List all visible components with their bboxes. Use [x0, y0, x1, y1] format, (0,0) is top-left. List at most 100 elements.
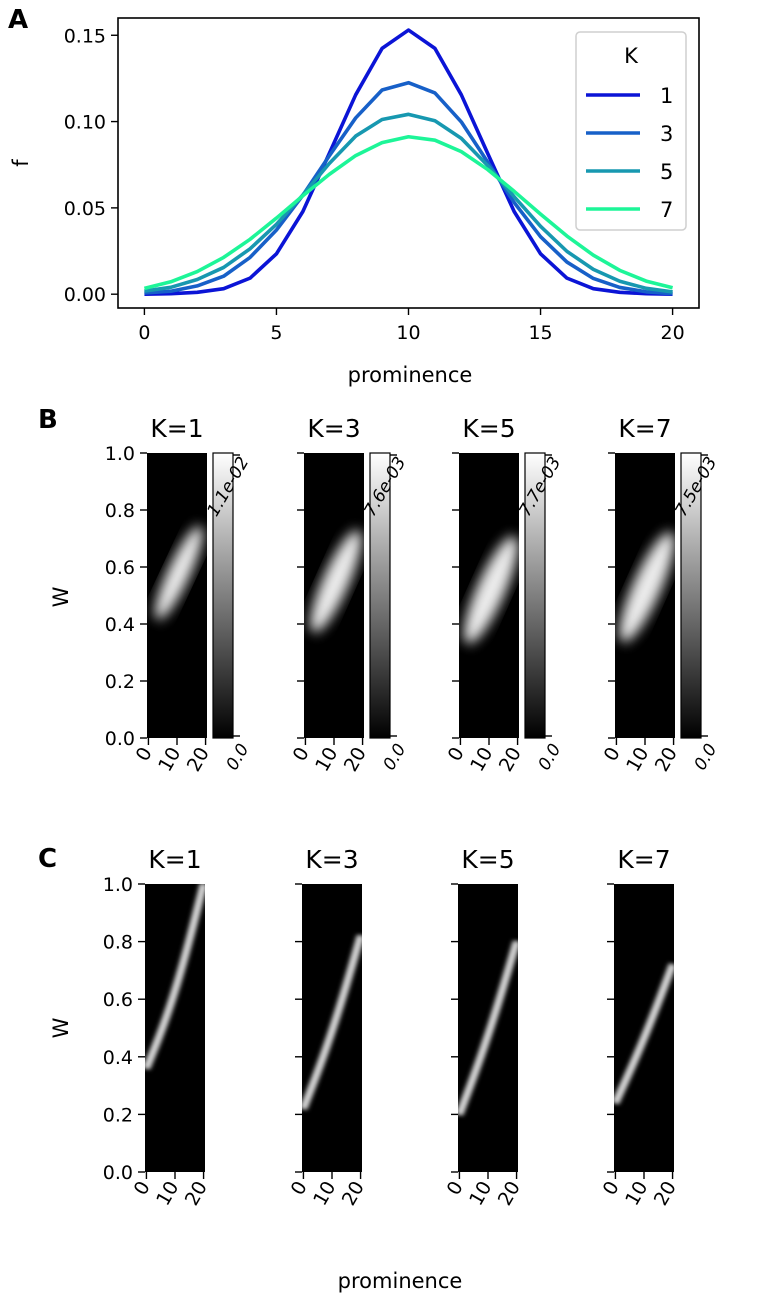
- legend-label-k3: 3: [660, 122, 673, 146]
- panel-b-ylabel: W: [49, 586, 73, 607]
- c-title-k1: K=1: [148, 845, 201, 874]
- legend-label-k7: 7: [660, 198, 673, 222]
- b-x-tick-label-0-20: 20: [183, 744, 214, 776]
- b-x-tick-label-1-0: 0: [289, 744, 314, 765]
- c-x-tick-label-0-0: 0: [130, 1178, 155, 1199]
- c-y-tick-label-2: 0.4: [103, 1047, 133, 1069]
- b-title-k3: K=3: [307, 414, 360, 443]
- y-tick-label-0: 0.00: [64, 284, 106, 306]
- b-x-tick-label-1-20: 20: [340, 744, 371, 776]
- c-heatmap-ridge-k3: [302, 934, 362, 1111]
- panel-a-line-chart: 0 5 10 15 200.000.050.100.15 prominence f K …: [9, 17, 700, 387]
- b-colorbar-k5: [524, 452, 546, 739]
- b-y-tick-label-3: 0.6: [105, 557, 135, 579]
- b-y-tick-label-2: 0.4: [105, 614, 135, 636]
- c-x-tick-label-1-0: 0: [287, 1178, 312, 1199]
- c-x-tick-label-2-0: 0: [443, 1178, 468, 1199]
- b-y-tick-label-1: 0.2: [105, 671, 135, 693]
- c-x-tick-label-2-10: 10: [465, 1178, 496, 1210]
- b-heatmap-ridge-k7: [619, 531, 675, 642]
- panel-c-ylabel: W: [49, 1017, 73, 1038]
- c-x-tick-label-0-20: 20: [181, 1178, 212, 1210]
- c-y-tick-label-0: 0.0: [103, 1162, 133, 1184]
- x-tick-label-10: 10: [396, 322, 420, 344]
- b-colorbar-min-label-k3: 0.0: [379, 741, 410, 774]
- panel-label-b: B: [38, 405, 58, 435]
- b-x-tick-label-2-20: 20: [495, 744, 526, 776]
- panel-a-xlabel: prominence: [348, 363, 473, 387]
- panel-label-c: C: [38, 844, 57, 874]
- series-line-k7: [143, 134, 674, 291]
- legend-label-k1: 1: [660, 84, 673, 108]
- b-heatmap-ridge-k3: [310, 530, 362, 633]
- b-colorbar-k1: [212, 452, 234, 739]
- x-tick-label-5: 5: [270, 322, 282, 344]
- b-y-tick-label-5: 1.0: [105, 443, 135, 465]
- c-y-tick-label-4: 0.8: [103, 932, 133, 954]
- panel-label-a: A: [8, 5, 28, 35]
- c-x-tick-label-3-20: 20: [650, 1178, 681, 1210]
- panel-b-heatmaps: W K=10.00.20.40.60.81.0010201.1e-020.0K=…: [49, 414, 721, 775]
- c-x-tick-label-0-10: 10: [152, 1178, 183, 1210]
- b-y-tick-label-4: 0.8: [105, 500, 135, 522]
- panel-a-ticks: 0 5 10 15 200.000.050.100.15: [64, 25, 685, 344]
- b-colorbar-min-label-k7: 0.0: [690, 741, 721, 774]
- legend-title: K: [624, 44, 639, 68]
- b-colorbar-min-label-k5: 0.0: [534, 741, 565, 774]
- b-x-tick-label-2-10: 10: [466, 744, 497, 776]
- panel-c-xlabel: prominence: [338, 1269, 463, 1293]
- c-heatmap-ridge-k5: [458, 940, 518, 1117]
- c-x-tick-label-1-20: 20: [338, 1178, 369, 1210]
- panel-c-heatmaps: W prominence K=10.00.20.40.60.81.001020K…: [49, 845, 681, 1293]
- panel-a-series-lines: [143, 28, 674, 296]
- b-heatmap-ridge-k5: [463, 536, 519, 644]
- x-tick-label-15: 15: [528, 322, 552, 344]
- c-x-tick-label-1-10: 10: [309, 1178, 340, 1210]
- y-tick-label-3: 0.15: [64, 25, 106, 47]
- panel-a-ylabel: f: [9, 159, 33, 167]
- legend-label-k5: 5: [660, 160, 673, 184]
- y-tick-label-2: 0.10: [64, 112, 106, 134]
- series-line-k3: [144, 80, 673, 296]
- y-tick-label-1: 0.05: [64, 198, 106, 220]
- b-x-tick-label-0-10: 10: [154, 744, 185, 776]
- x-tick-label-20: 20: [660, 322, 684, 344]
- b-title-k5: K=5: [462, 414, 515, 443]
- b-x-tick-label-3-0: 0: [600, 744, 625, 765]
- b-x-tick-label-0-0: 0: [132, 744, 157, 765]
- x-tick-label-0: 0: [138, 322, 150, 344]
- b-x-tick-label-3-20: 20: [651, 744, 682, 776]
- legend-box: [575, 31, 687, 231]
- b-x-tick-label-1-10: 10: [311, 744, 342, 776]
- b-x-tick-label-2-0: 0: [444, 744, 469, 765]
- c-title-k5: K=5: [461, 845, 514, 874]
- series-line-k1: [144, 28, 673, 296]
- c-x-tick-label-3-10: 10: [621, 1178, 652, 1210]
- b-colorbar-min-label-k1: 0.0: [222, 741, 253, 774]
- b-x-tick-label-3-10: 10: [622, 744, 653, 776]
- b-title-k7: K=7: [618, 414, 671, 443]
- c-y-tick-label-1: 0.2: [103, 1104, 133, 1126]
- c-heatmap-ridge-k1: [145, 884, 205, 1071]
- c-y-tick-label-3: 0.6: [103, 989, 133, 1011]
- c-heatmap-ridge-k7: [614, 963, 674, 1105]
- c-title-k7: K=7: [617, 845, 670, 874]
- c-y-tick-label-5: 1.0: [103, 874, 133, 896]
- series-line-k5: [144, 112, 673, 294]
- c-x-tick-label-2-20: 20: [494, 1178, 525, 1210]
- b-y-tick-label-0: 0.0: [105, 728, 135, 750]
- legend: K 1 3 5 7: [575, 31, 687, 231]
- b-colorbar-k3: [369, 452, 391, 739]
- c-x-tick-label-3-0: 0: [599, 1178, 624, 1199]
- b-heatmap-ridge-k1: [155, 525, 203, 620]
- c-title-k3: K=3: [305, 845, 358, 874]
